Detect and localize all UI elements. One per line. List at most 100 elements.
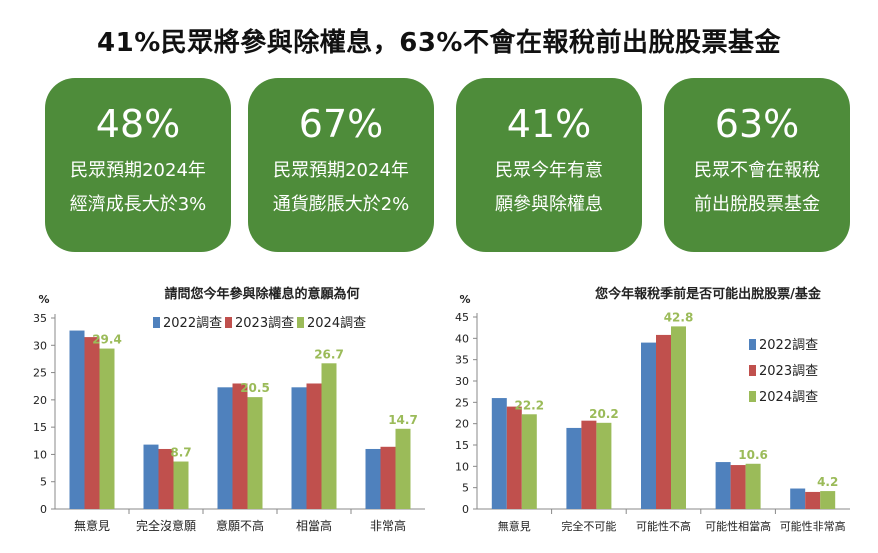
bar-2024調查	[395, 428, 411, 509]
stat-label-line2: 願參與除權息	[495, 194, 603, 215]
bar-2024調查	[671, 326, 686, 509]
bar-2023調查	[506, 406, 522, 509]
stat-label-line1: 民眾今年有意	[495, 160, 603, 181]
x-tick-label: 可能性相當高	[705, 519, 771, 533]
stat-card-economic-growth: 48% 民眾預期2024年 經濟成長大於3%	[45, 78, 231, 252]
stat-label-line2: 前出脫股票基金	[694, 194, 820, 215]
y-tick-label: 5	[40, 476, 47, 489]
y-tick-label: 20	[33, 394, 47, 407]
y-tick-label: 25	[33, 367, 47, 380]
bar-2023調查	[158, 448, 174, 509]
legend-swatch	[225, 317, 232, 328]
stat-label-line1: 民眾不會在報稅	[694, 160, 820, 181]
y-unit-label: %	[38, 293, 49, 306]
bar-2023調查	[581, 420, 597, 509]
bar-2022調查	[69, 330, 85, 509]
bar-2024調查	[745, 463, 761, 509]
y-tick-label: 5	[462, 482, 469, 495]
data-label: 20.5	[240, 381, 270, 395]
bar-2024調查	[521, 414, 537, 509]
y-tick-label: 35	[455, 354, 469, 367]
bar-2022調查	[143, 444, 159, 509]
y-tick-label: 0	[462, 503, 469, 516]
y-tick-label: 30	[33, 339, 47, 352]
y-tick-label: 15	[455, 439, 469, 452]
bar-2023調查	[656, 334, 671, 509]
x-tick-label: 無意見	[74, 518, 110, 533]
bar-2024調查	[596, 422, 612, 509]
data-label: 22.2	[514, 398, 544, 412]
x-tick-label: 可能性不高	[636, 519, 691, 533]
x-tick-label: 非常高	[370, 518, 406, 533]
x-tick-label: 完全不可能	[561, 519, 616, 533]
chart-title: 請問您今年參與除權息的意願為何	[164, 286, 359, 302]
bar-2022調查	[715, 462, 731, 509]
y-tick-label: 40	[455, 332, 469, 345]
legend-label: 2023調查	[759, 364, 818, 379]
x-tick-label: 可能性非常高	[780, 519, 846, 533]
bar-2022調查	[217, 387, 233, 509]
legend-label: 2022調查	[163, 316, 222, 331]
x-tick-label: 相當高	[296, 518, 332, 533]
stat-card-tax-season: 63% 民眾不會在報稅 前出脫股票基金	[664, 78, 850, 252]
legend-swatch	[297, 317, 304, 328]
bar-2024調查	[820, 491, 836, 509]
y-tick-label: 45	[455, 311, 469, 324]
bar-2024調查	[173, 461, 189, 509]
stat-label-line1: 民眾預期2024年	[273, 160, 409, 181]
stat-value: 63%	[714, 102, 800, 146]
bar-2024調查	[99, 348, 115, 509]
bar-2024調查	[247, 397, 263, 509]
bar-2024調查	[321, 363, 337, 509]
x-tick-label: 無意見	[498, 519, 531, 533]
data-label: 29.4	[92, 333, 122, 347]
bar-2022調查	[291, 387, 307, 509]
data-label: 14.7	[388, 413, 418, 427]
page-headline: 41%民眾將參與除權息，63%不會在報稅前出脫股票基金	[97, 28, 781, 58]
stat-label-line1: 民眾預期2024年	[70, 160, 206, 181]
stat-label-line2: 經濟成長大於3%	[69, 194, 207, 215]
data-label: 20.2	[589, 407, 619, 421]
y-tick-label: 0	[40, 503, 47, 516]
legend-label: 2023調查	[235, 316, 294, 331]
bar-2023調查	[730, 465, 746, 509]
legend-swatch	[153, 317, 160, 328]
y-tick-label: 35	[33, 312, 47, 325]
stat-value: 67%	[298, 102, 384, 146]
x-tick-label: 意願不高	[216, 518, 264, 533]
legend-label: 2022調查	[759, 338, 818, 353]
y-tick-label: 20	[455, 418, 469, 431]
bar-2023調查	[306, 383, 322, 509]
y-tick-label: 10	[455, 460, 469, 473]
data-label: 42.8	[664, 310, 694, 324]
stat-value: 41%	[506, 102, 592, 146]
bar-2023調查	[232, 383, 248, 509]
chart-title: 您今年報稅季前是否可能出脫股票/基金	[595, 286, 822, 302]
legend-swatch	[749, 339, 756, 350]
stat-card-inflation: 67% 民眾預期2024年 通貨膨脹大於2%	[248, 78, 434, 252]
bar-2023調查	[84, 337, 100, 509]
y-tick-label: 30	[455, 375, 469, 388]
stat-value: 48%	[95, 102, 181, 146]
data-label: 26.7	[314, 347, 344, 361]
bar-2023調查	[380, 446, 396, 509]
legend-label: 2024調查	[759, 390, 818, 405]
data-label: 4.2	[817, 475, 838, 489]
legend-swatch	[749, 391, 756, 402]
y-tick-label: 10	[33, 448, 47, 461]
x-tick-label: 完全沒意願	[136, 518, 196, 533]
bar-2022調查	[491, 398, 507, 509]
bar-2022調查	[566, 427, 582, 509]
y-tick-label: 15	[33, 421, 47, 434]
y-tick-label: 25	[455, 396, 469, 409]
stat-label-line2: 通貨膨脹大於2%	[272, 194, 410, 215]
bar-2022調查	[641, 342, 656, 509]
bar-2022調查	[365, 448, 381, 509]
bar-2023調查	[805, 491, 821, 509]
legend-label: 2024調查	[307, 316, 366, 331]
data-label: 10.6	[738, 448, 768, 462]
stat-card-ex-dividend: 41% 民眾今年有意 願參與除權息	[456, 78, 642, 252]
bar-2022調查	[790, 488, 806, 509]
